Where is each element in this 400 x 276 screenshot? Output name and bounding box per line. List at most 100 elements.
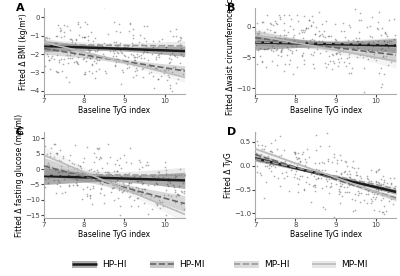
Point — [342, 160, 349, 164]
Point — [336, 41, 342, 46]
Point — [316, 39, 322, 44]
Point — [109, 185, 116, 190]
Point — [378, 66, 384, 70]
Point — [373, 187, 379, 192]
Point — [73, 173, 79, 178]
Point — [381, 39, 387, 43]
Point — [372, 168, 379, 173]
Point — [281, 28, 288, 32]
Point — [135, 179, 141, 184]
Point — [346, 183, 352, 187]
Point — [58, 35, 64, 39]
Point — [342, 35, 349, 40]
Point — [392, 43, 399, 48]
Point — [162, 173, 169, 177]
Point — [378, 47, 384, 52]
Point — [171, 200, 178, 204]
Point — [264, 26, 270, 31]
Point — [60, 23, 67, 28]
Point — [164, 68, 171, 73]
Point — [59, 191, 65, 195]
Point — [92, 154, 99, 159]
Point — [328, 67, 335, 71]
Point — [71, 60, 78, 64]
Point — [177, 35, 183, 39]
Point — [295, 151, 301, 155]
Point — [80, 160, 86, 164]
Point — [364, 54, 370, 59]
Point — [134, 52, 140, 56]
Point — [170, 49, 177, 54]
Point — [368, 201, 374, 206]
Point — [267, 21, 274, 25]
Point — [181, 207, 187, 212]
Point — [382, 47, 388, 52]
Point — [332, 36, 339, 41]
Point — [151, 66, 158, 70]
Point — [167, 83, 174, 88]
Point — [142, 44, 149, 48]
Point — [269, 161, 276, 165]
Point — [268, 141, 274, 145]
Point — [295, 155, 301, 160]
Point — [378, 85, 385, 90]
Point — [355, 193, 361, 197]
Point — [322, 168, 328, 172]
Point — [392, 184, 398, 188]
Point — [310, 184, 316, 188]
Point — [339, 21, 346, 25]
Point — [178, 201, 184, 206]
Point — [172, 208, 179, 212]
Point — [153, 57, 159, 61]
Point — [132, 54, 139, 59]
Point — [311, 50, 317, 54]
Point — [82, 20, 88, 24]
Point — [135, 190, 142, 195]
Point — [161, 71, 167, 75]
Point — [90, 151, 97, 155]
Text: MP-HI: MP-HI — [264, 260, 290, 269]
Point — [73, 177, 79, 181]
Point — [98, 187, 104, 191]
Point — [73, 47, 79, 51]
Point — [345, 38, 351, 43]
Point — [303, 26, 309, 31]
Point — [64, 171, 71, 176]
Point — [166, 61, 172, 65]
Point — [122, 172, 129, 176]
Point — [298, 166, 304, 171]
Point — [96, 146, 103, 150]
Point — [314, 44, 320, 49]
Point — [164, 72, 171, 77]
Point — [86, 48, 93, 52]
Point — [349, 197, 355, 201]
Point — [390, 202, 396, 206]
Point — [178, 67, 184, 71]
Point — [352, 208, 358, 212]
Point — [351, 183, 358, 187]
Point — [156, 227, 162, 231]
Point — [87, 56, 93, 60]
Point — [119, 190, 125, 194]
Point — [316, 29, 322, 34]
Point — [311, 161, 318, 165]
Point — [296, 155, 303, 160]
Point — [171, 185, 177, 189]
Point — [51, 155, 58, 159]
Point — [47, 154, 53, 158]
Point — [308, 199, 314, 204]
Point — [130, 190, 136, 195]
Point — [141, 24, 148, 28]
Point — [176, 167, 183, 172]
Point — [272, 18, 278, 23]
Point — [124, 66, 131, 71]
Point — [144, 212, 151, 216]
Point — [331, 152, 337, 156]
Point — [101, 41, 107, 45]
Point — [364, 43, 370, 47]
Point — [278, 54, 284, 59]
Point — [290, 33, 297, 37]
Point — [115, 196, 121, 200]
Point — [82, 34, 88, 39]
Point — [259, 60, 265, 65]
